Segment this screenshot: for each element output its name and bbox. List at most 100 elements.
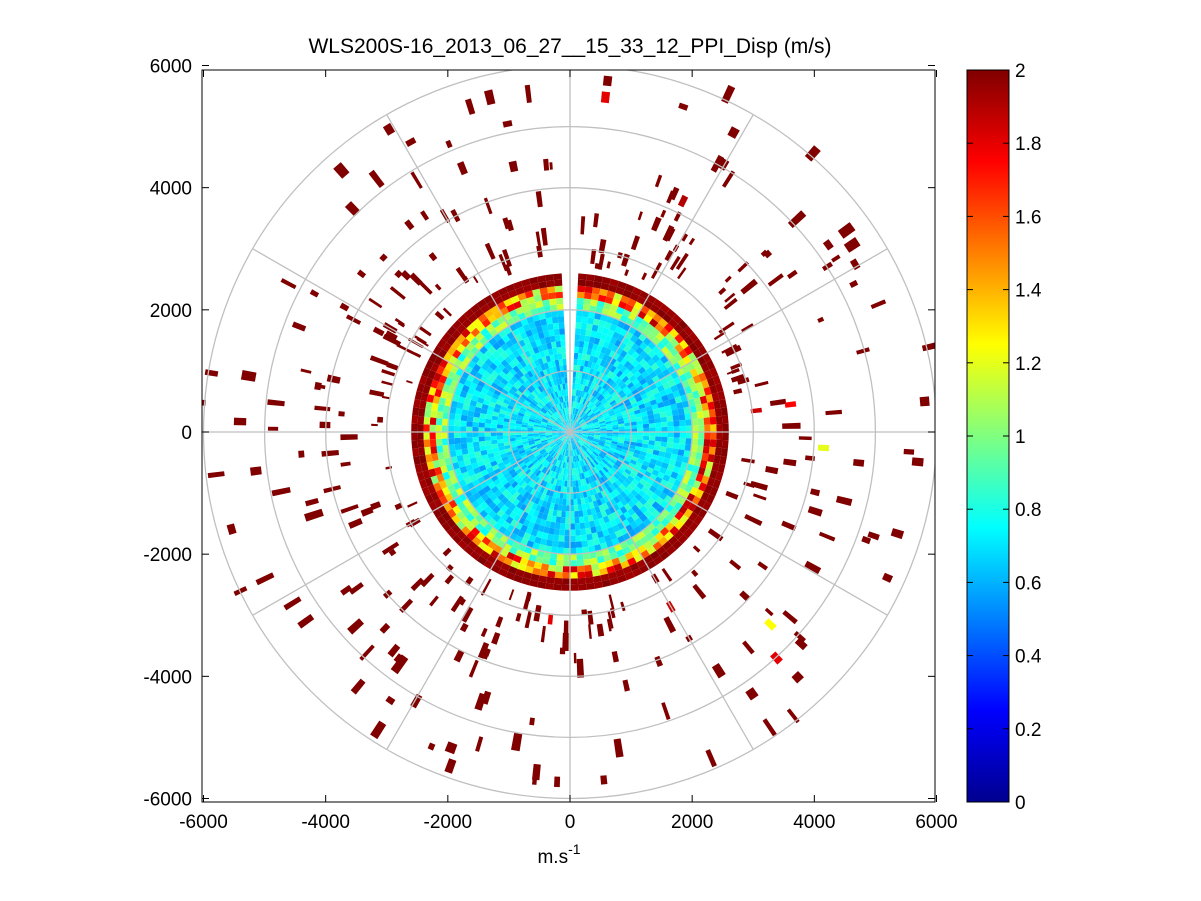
core-gate — [575, 535, 582, 542]
core-gate — [624, 478, 632, 486]
core-gate — [581, 540, 589, 548]
core-gate — [697, 466, 706, 476]
core-gate — [479, 354, 489, 363]
x-tick-label: -2000 — [424, 812, 473, 833]
core-gate — [624, 456, 632, 463]
sparse-gate — [321, 450, 339, 457]
core-gate — [593, 466, 599, 473]
sparse-gate — [300, 368, 312, 374]
core-gate — [497, 395, 505, 403]
core-gate — [576, 448, 580, 455]
core-gate — [591, 397, 597, 404]
core-gate — [619, 392, 627, 399]
core-gate — [678, 413, 686, 421]
sparse-gate — [370, 720, 387, 740]
core-gate — [497, 517, 506, 526]
core-gate — [549, 490, 555, 497]
core-gate — [575, 433, 582, 436]
core-gate — [437, 452, 445, 460]
core-gate — [522, 419, 529, 424]
core-gate — [485, 378, 494, 387]
core-gate — [653, 555, 664, 566]
core-gate — [673, 324, 684, 334]
core-gate — [665, 342, 675, 352]
core-gate — [609, 551, 619, 560]
core-gate — [692, 432, 699, 439]
core-gate — [517, 412, 525, 417]
core-gate — [441, 425, 448, 432]
core-gate — [554, 438, 561, 443]
core-gate — [610, 382, 618, 389]
core-gate — [624, 437, 631, 442]
core-gate — [534, 452, 541, 458]
core-gate — [525, 460, 532, 467]
core-gate — [667, 432, 674, 438]
core-gate — [512, 554, 522, 564]
core-gate — [652, 541, 663, 551]
core-gate — [539, 569, 548, 577]
core-gate — [619, 383, 627, 390]
core-gate — [564, 535, 570, 542]
core-gate — [529, 384, 536, 392]
core-gate — [644, 456, 652, 463]
core-gate — [456, 402, 464, 410]
core-gate — [526, 407, 533, 413]
core-gate — [618, 423, 625, 427]
core-gate — [579, 438, 586, 443]
core-gate — [649, 550, 660, 561]
core-gate — [553, 328, 560, 336]
core-gate — [515, 457, 523, 463]
sparse-gate — [340, 434, 358, 441]
core-gate — [599, 436, 607, 440]
core-gate — [627, 557, 637, 566]
core-gate — [516, 444, 524, 449]
core-gate — [656, 513, 666, 523]
sparse-gate — [291, 321, 307, 332]
core-gate — [597, 365, 604, 373]
core-gate — [633, 409, 641, 415]
core-gate — [545, 582, 554, 590]
core-gate — [592, 575, 602, 583]
core-gate — [560, 423, 566, 428]
core-gate — [457, 314, 468, 324]
core-gate — [606, 363, 614, 371]
sparse-gate — [410, 577, 425, 592]
sparse-gate — [825, 409, 842, 416]
core-gate — [613, 407, 621, 413]
core-gate — [584, 335, 591, 343]
core-gate — [552, 385, 557, 393]
core-gate — [641, 415, 649, 421]
core-gate — [588, 395, 594, 402]
core-gate — [513, 407, 520, 413]
core-gate — [482, 458, 491, 465]
core-gate — [552, 406, 557, 413]
core-gate — [648, 440, 655, 446]
core-gate — [500, 452, 508, 459]
core-gate — [505, 339, 514, 348]
core-gate — [438, 374, 448, 384]
core-gate — [505, 382, 513, 389]
core-gate — [455, 407, 463, 415]
core-gate — [620, 498, 628, 507]
core-gate — [624, 283, 635, 293]
core-gate — [523, 445, 531, 450]
core-gate — [605, 377, 613, 385]
core-gate — [530, 445, 537, 450]
core-gate — [537, 471, 544, 479]
core-gate — [547, 495, 553, 503]
core-gate — [535, 387, 542, 394]
core-gate — [701, 453, 709, 462]
core-gate — [515, 423, 522, 427]
core-gate — [556, 440, 562, 445]
core-gate — [448, 419, 455, 426]
core-gate — [549, 408, 555, 414]
core-gate — [484, 358, 493, 367]
core-gate — [510, 385, 518, 393]
core-gate — [585, 379, 590, 387]
core-gate — [652, 313, 663, 323]
core-gate — [549, 335, 556, 343]
core-gate — [636, 424, 644, 429]
core-gate — [599, 476, 606, 484]
core-gate — [661, 436, 668, 443]
core-gate — [665, 521, 675, 532]
